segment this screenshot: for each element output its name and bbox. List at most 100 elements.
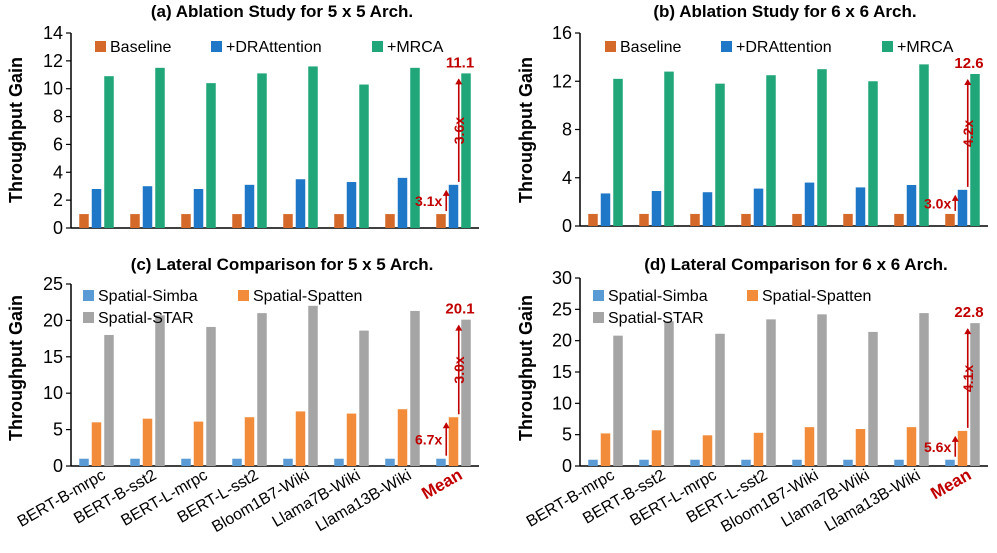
bar-c-spatialstar-4 [308,305,318,466]
bar-a-mrca-3 [257,73,267,229]
bar-d-spatialstar-2 [715,333,725,466]
legend-label-a-0: Baseline [110,39,171,56]
bar-a-baseline-3 [232,214,242,228]
annotation-label-a-2: 3.6x [451,117,467,144]
bar-c-spatialspatten-3 [244,417,255,466]
y-tick-label-d: 10 [552,393,572,413]
bar-a-baseline-1 [130,214,140,228]
bar-c-spatialsimba-0 [79,458,89,466]
y-axis-label-b: Throughput Gain [516,57,536,203]
annotation-arrowhead-d-1 [951,435,959,442]
bar-b-drattention-7 [957,189,968,226]
annotation-arrowhead-b-2 [964,79,972,86]
bar-b-mrca-7 [970,74,980,226]
bar-a-drattention-3 [244,184,255,228]
bar-a-mrca-6 [410,67,420,228]
bar-a-drattention-0 [91,189,102,228]
bar-b-drattention-0 [600,193,611,226]
bar-c-spatialstar-5 [359,330,369,466]
bar-b-baseline-4 [792,213,802,226]
y-tick-label-a: 4 [53,162,63,182]
chart-title-c: (c) Lateral Comparison for 5 x 5 Arch. [131,255,434,274]
bar-c-spatialspatten-1 [142,418,153,466]
x-tick-label-d-7: Mean [927,465,974,503]
legend-label-c-0: Spatial-Simba [98,288,198,305]
legend-swatch-a-0 [95,41,106,52]
bar-a-drattention-5 [346,182,357,228]
y-tick-label-c: 10 [43,383,63,403]
bar-b-drattention-2 [702,192,713,226]
annotation-label-c-2: 3.0x [451,356,467,383]
legend-label-d-0: Spatial-Simba [608,288,708,305]
legend-swatch-d-2 [593,312,604,323]
y-tick-label-b: 12 [552,71,572,91]
bar-c-spatialstar-0 [104,334,114,466]
annotation-total-c: 20.1 [445,301,474,318]
y-tick-label-a: 14 [43,23,63,43]
bar-a-drattention-2 [193,189,204,228]
bar-c-spatialspatten-5 [346,413,357,466]
y-tick-label-b: 0 [562,216,572,236]
bar-d-spatialstar-5 [868,331,878,466]
bar-c-spatialspatten-4 [295,411,306,466]
bar-d-spatialstar-3 [766,319,776,466]
legend-label-b-2: +MRCA [897,39,954,56]
bar-a-baseline-0 [79,214,89,228]
bar-d-spatialstar-1 [664,321,674,466]
y-tick-label-d: 30 [552,268,572,288]
legend-label-a-2: +MRCA [387,39,444,56]
bar-b-drattention-1 [651,191,662,226]
annotation-total-d: 22.8 [954,304,983,321]
bar-d-spatialsimba-3 [741,459,751,466]
legend-label-d-2: Spatial-STAR [608,310,704,327]
bar-d-spatialspatten-3 [753,432,764,466]
bar-a-baseline-7 [436,214,446,228]
bar-b-drattention-3 [753,188,764,226]
annotation-label-b-2: 4.2x [960,120,976,147]
y-tick-label-d: 25 [552,299,572,319]
y-tick-label-c: 5 [53,420,63,440]
annotation-label-d-1: 5.6x [924,439,951,455]
bar-d-spatialspatten-4 [804,427,815,466]
y-tick-label-b: 16 [552,23,572,43]
legend-swatch-a-1 [211,41,222,52]
bar-b-baseline-7 [945,213,955,226]
y-tick-label-c: 20 [43,310,63,330]
bar-c-spatialspatten-0 [91,422,102,466]
legend-label-b-1: +DRAttention [736,39,832,56]
bar-d-spatialstar-7 [970,323,980,466]
annotation-arrowhead-a-1 [442,189,450,196]
bar-c-spatialsimba-7 [436,458,446,466]
legend-swatch-a-2 [372,41,383,52]
bar-b-drattention-4 [804,182,815,226]
annotation-label-b-1: 3.0x [924,195,951,211]
bar-c-spatialspatten-2 [193,421,204,466]
y-tick-label-a: 12 [43,51,63,71]
bar-b-baseline-2 [690,213,700,226]
bar-d-spatialspatten-2 [702,435,713,466]
bar-a-drattention-6 [397,177,408,228]
bar-b-drattention-5 [855,187,866,226]
legend-swatch-b-2 [882,41,893,52]
bar-b-mrca-2 [715,83,725,226]
bar-c-spatialsimba-1 [130,458,140,466]
y-axis-label-c: Throughput Gain [6,295,26,441]
y-tick-label-a: 0 [53,218,63,238]
annotation-arrowhead-c-1 [442,422,450,429]
y-tick-label-c: 0 [53,456,63,476]
annotation-total-b: 12.6 [954,55,983,72]
bar-a-mrca-0 [104,76,114,228]
bar-b-mrca-6 [919,64,929,226]
bar-c-spatialstar-1 [155,315,165,466]
legend-swatch-d-1 [747,290,758,301]
bar-a-baseline-4 [283,214,293,228]
bar-b-mrca-0 [613,78,623,227]
annotation-arrowhead-c-2 [455,324,463,331]
bar-d-spatialsimba-6 [894,459,904,466]
legend-swatch-b-1 [721,41,732,52]
bar-a-drattention-4 [295,179,306,228]
y-tick-label-a: 8 [53,107,63,127]
bar-d-spatialsimba-5 [843,459,853,466]
y-tick-label-d: 15 [552,362,572,382]
